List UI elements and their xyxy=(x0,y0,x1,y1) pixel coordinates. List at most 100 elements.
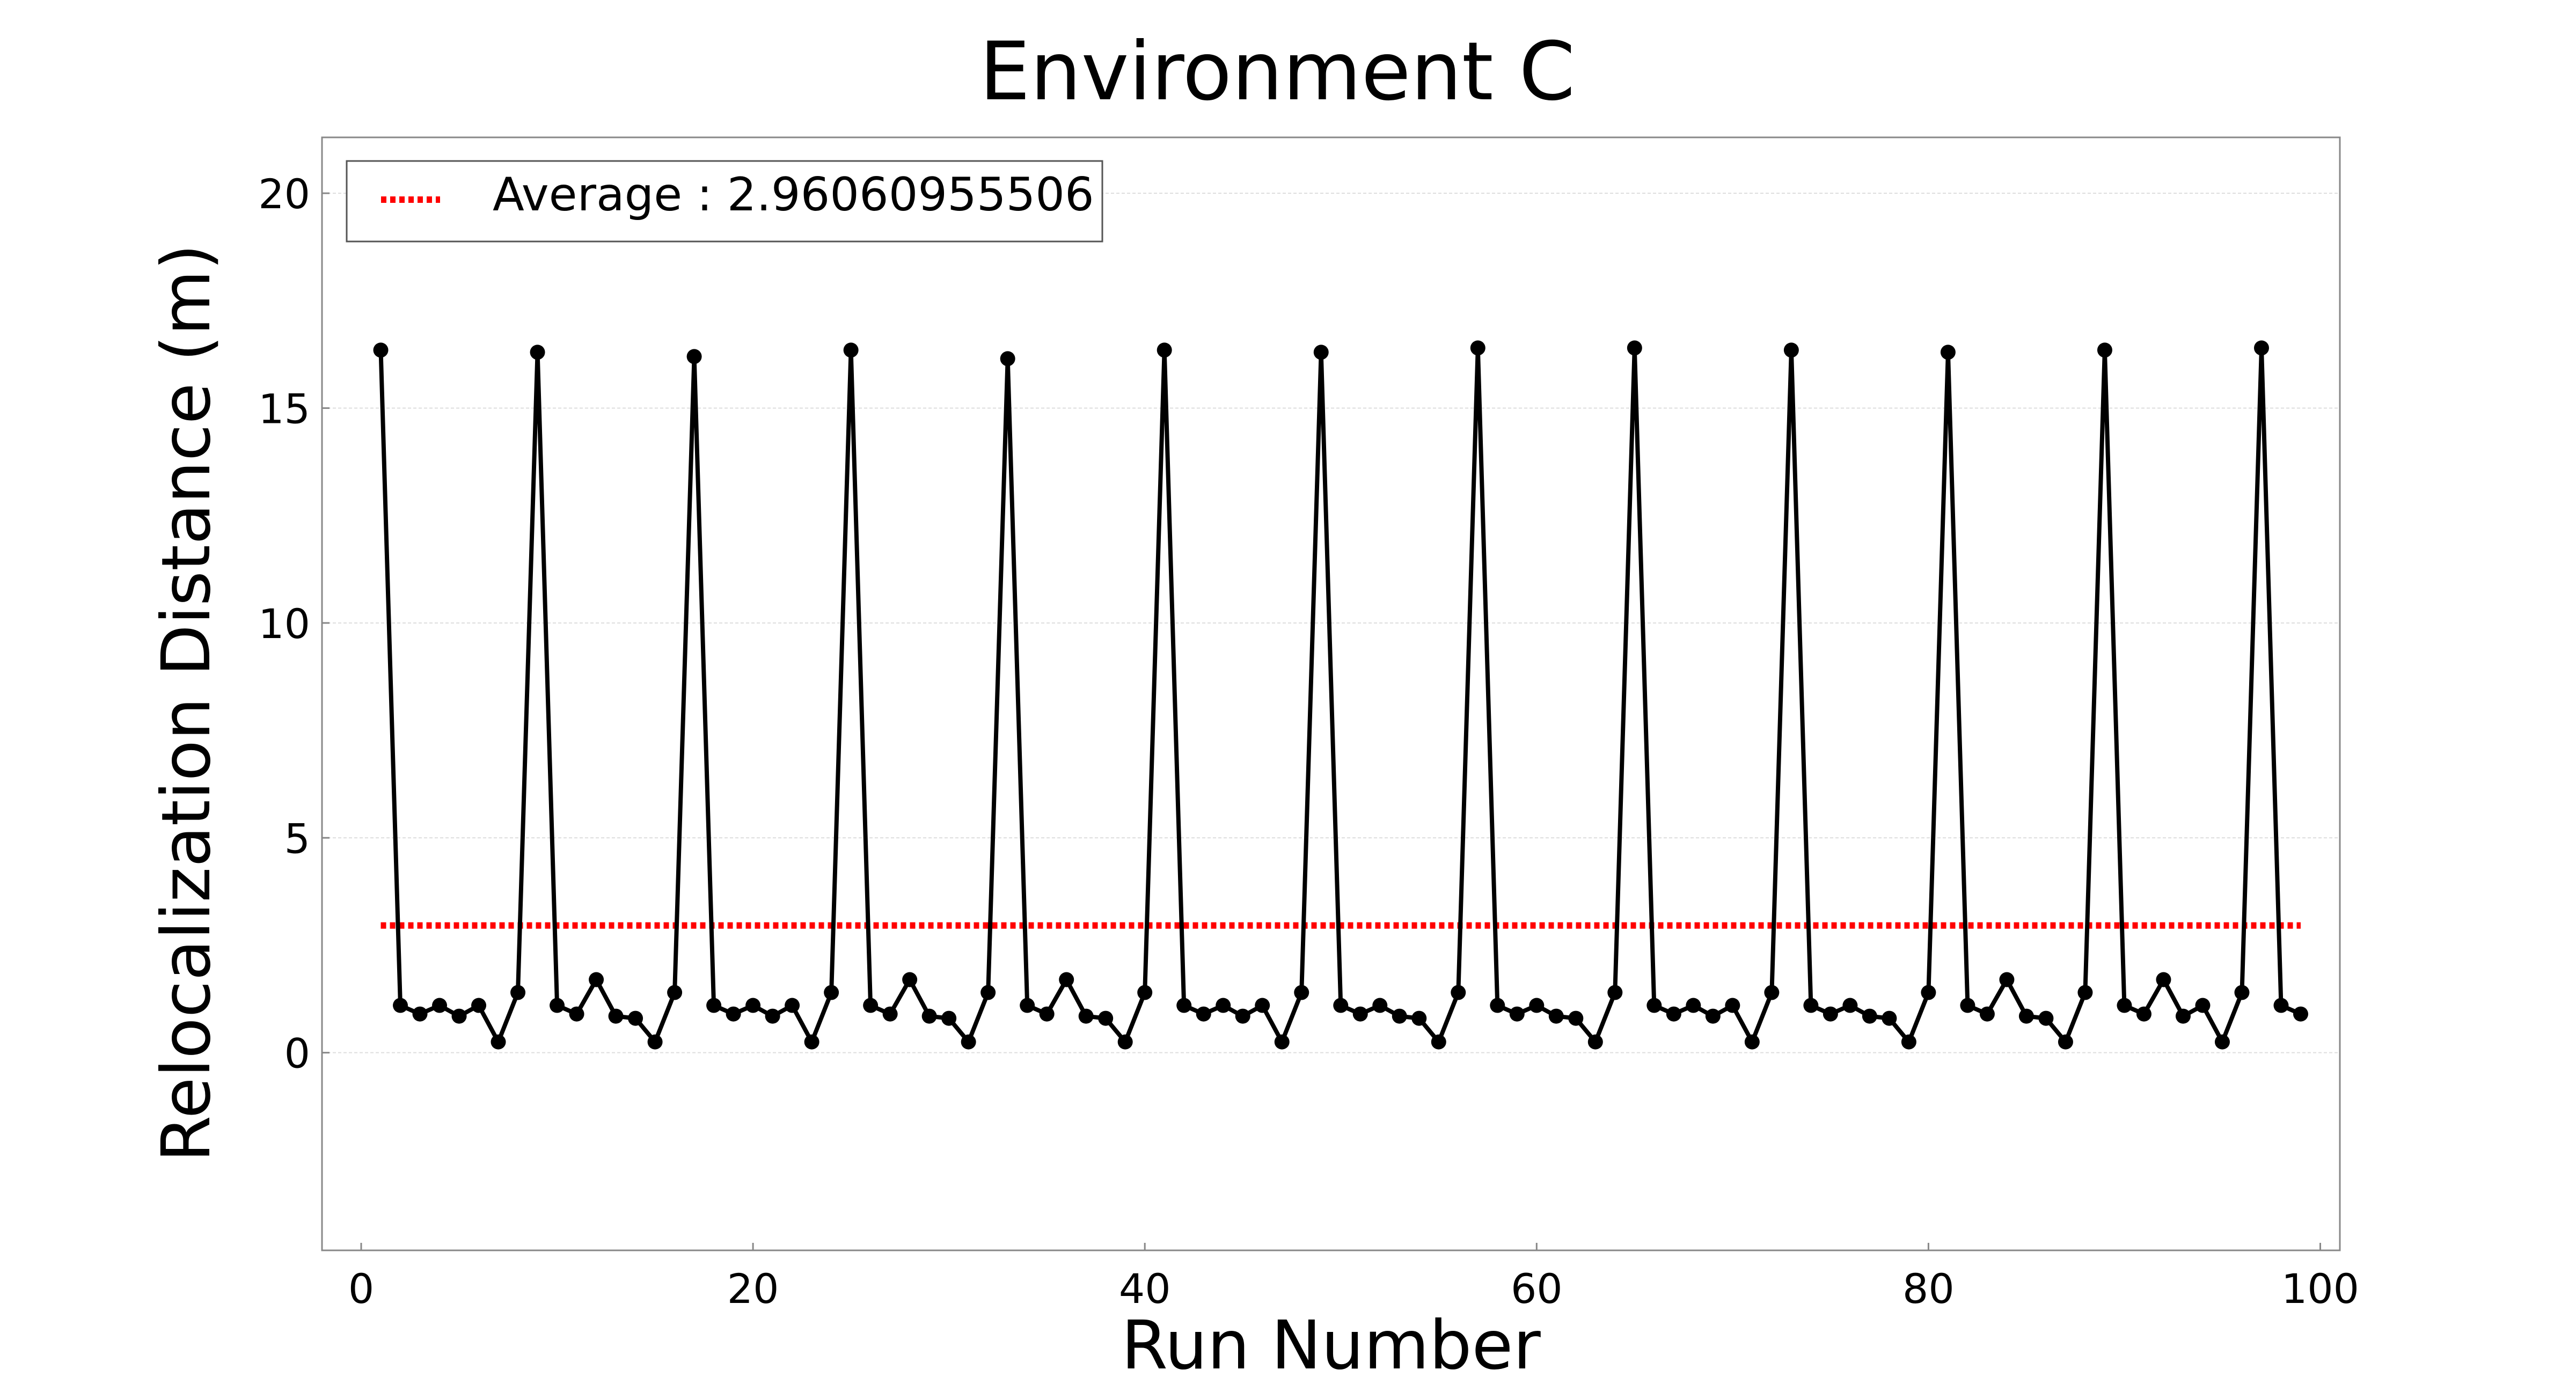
data-point xyxy=(1783,342,1799,358)
y-tick-label: 0 xyxy=(284,1030,310,1078)
data-point xyxy=(1568,1010,1584,1026)
data-point xyxy=(1548,1008,1564,1024)
data-point xyxy=(569,1006,584,1022)
data-series xyxy=(373,340,2308,1050)
chart-title: Environment C xyxy=(979,25,1575,119)
data-point xyxy=(921,1008,937,1024)
data-point xyxy=(2097,342,2112,358)
data-point xyxy=(765,1008,780,1024)
data-point xyxy=(1470,340,1485,356)
data-point xyxy=(902,972,918,987)
data-point xyxy=(2038,1010,2054,1026)
data-point xyxy=(843,342,859,358)
data-point xyxy=(1490,998,1505,1013)
data-point xyxy=(1216,998,1231,1013)
data-point xyxy=(1921,985,1936,1000)
data-point xyxy=(1744,1034,1760,1050)
legend-box xyxy=(346,160,1103,243)
data-point xyxy=(2253,340,2269,356)
data-point xyxy=(412,1006,428,1022)
data-point xyxy=(373,342,389,358)
data-point xyxy=(530,345,545,360)
data-point xyxy=(393,998,408,1013)
data-point xyxy=(1333,998,1349,1013)
x-tick-label: 80 xyxy=(1902,1265,1955,1313)
data-point xyxy=(1196,1006,1211,1022)
data-point xyxy=(1627,340,1642,356)
data-point xyxy=(510,985,526,1000)
data-point xyxy=(1313,345,1329,360)
data-point xyxy=(1137,985,1153,1000)
data-point xyxy=(1646,998,1662,1013)
data-point xyxy=(647,1034,663,1050)
data-point xyxy=(2234,985,2250,1000)
data-point xyxy=(824,985,839,1000)
data-point xyxy=(1372,998,1388,1013)
data-point xyxy=(2214,1034,2230,1050)
data-point xyxy=(726,1006,741,1022)
data-point xyxy=(1274,1034,1290,1050)
data-point xyxy=(941,1010,957,1026)
data-point xyxy=(2058,1034,2073,1050)
data-point xyxy=(1431,1034,1446,1050)
data-point xyxy=(1823,1006,1838,1022)
y-tick-label: 10 xyxy=(258,600,310,648)
data-point xyxy=(2018,1008,2034,1024)
data-point xyxy=(550,998,565,1013)
data-point xyxy=(706,998,722,1013)
data-point xyxy=(2293,1006,2308,1022)
data-point xyxy=(1451,985,1466,1000)
data-point xyxy=(1607,985,1623,1000)
data-point xyxy=(785,998,800,1013)
data-point xyxy=(432,998,448,1013)
data-point xyxy=(1842,998,1858,1013)
data-point xyxy=(589,972,604,987)
x-tick-label: 60 xyxy=(1511,1265,1563,1313)
data-point xyxy=(608,1008,624,1024)
data-point xyxy=(1020,998,1035,1013)
data-point xyxy=(1764,985,1780,1000)
data-point xyxy=(1000,351,1015,367)
legend: Average : 2.96060955506 xyxy=(346,160,1103,243)
data-point xyxy=(1725,998,1740,1013)
data-point xyxy=(2136,1006,2151,1022)
data-point xyxy=(1940,345,1956,360)
y-axis-label: Relocalization Distance (m) xyxy=(148,244,225,1162)
data-point xyxy=(686,349,702,364)
data-point xyxy=(745,998,761,1013)
data-point xyxy=(1098,1010,1114,1026)
data-point xyxy=(2117,998,2132,1013)
y-tick-label: 5 xyxy=(284,815,310,862)
data-point xyxy=(1392,1008,1407,1024)
data-point xyxy=(1157,342,1172,358)
data-point xyxy=(1509,1006,1525,1022)
data-point xyxy=(1705,1008,1721,1024)
data-point xyxy=(1901,1034,1916,1050)
data-point xyxy=(667,985,683,1000)
plot-frame xyxy=(321,136,2341,1251)
data-point xyxy=(1979,1006,1995,1022)
data-point xyxy=(1686,998,1701,1013)
data-point xyxy=(1352,1006,1368,1022)
data-point xyxy=(804,1034,819,1050)
x-tick-label: 40 xyxy=(1119,1265,1171,1313)
data-point xyxy=(1999,972,2015,987)
data-point xyxy=(1255,998,1270,1013)
data-point xyxy=(1411,1010,1427,1026)
data-point xyxy=(471,998,487,1013)
data-point xyxy=(1294,985,1309,1000)
data-point xyxy=(491,1034,506,1050)
data-point xyxy=(1039,1006,1055,1022)
data-point xyxy=(628,1010,643,1026)
data-point xyxy=(1960,998,1975,1013)
data-point xyxy=(1176,998,1192,1013)
data-point xyxy=(1078,1008,1094,1024)
data-point xyxy=(2175,1008,2191,1024)
x-axis-label: Run Number xyxy=(1121,1307,1541,1377)
data-point xyxy=(1862,1008,1877,1024)
data-point xyxy=(961,1034,976,1050)
data-point xyxy=(863,998,879,1013)
data-point xyxy=(1059,972,1074,987)
data-point xyxy=(2077,985,2093,1000)
